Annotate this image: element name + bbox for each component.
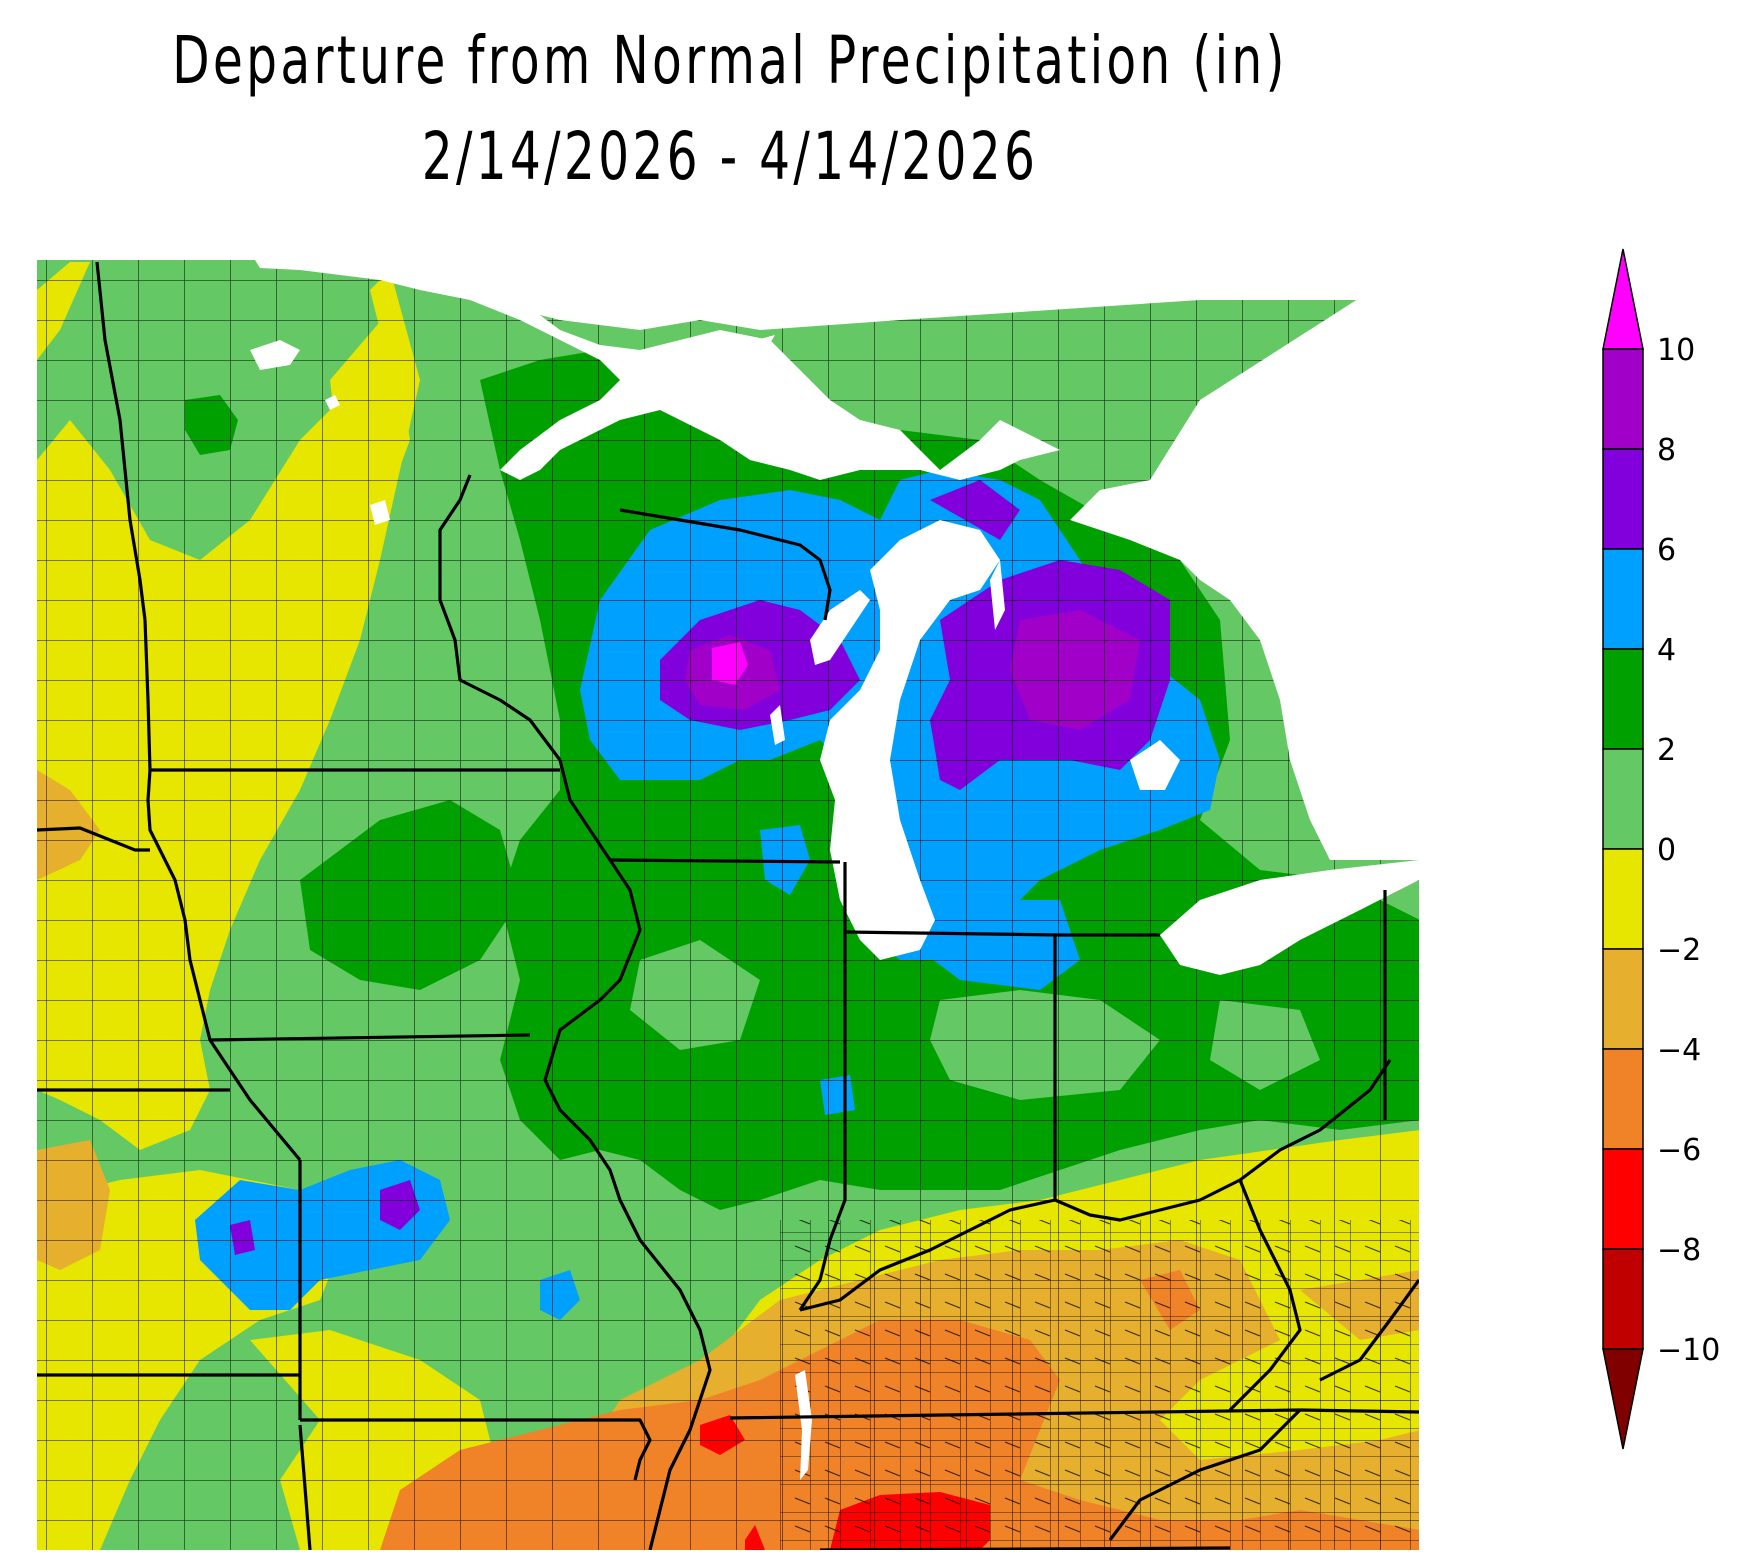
chart-date-range: 2/14/2026 - 4/14/2026	[421, 118, 1039, 195]
legend-tick-label: −6	[1657, 1133, 1701, 1168]
legend-swatch	[1602, 848, 1644, 950]
legend-swatch	[1602, 748, 1644, 850]
legend-swatch	[1602, 1148, 1644, 1250]
color-legend: 10 8 6 4 2 0 −2 −4 −6 −8 −10	[1602, 248, 1720, 1450]
legend-over-arrow	[1602, 248, 1644, 350]
legend-tick-label: −10	[1657, 1333, 1720, 1368]
legend-swatch	[1602, 1048, 1644, 1150]
legend-tick-label: −8	[1657, 1233, 1701, 1268]
legend-under-arrow	[1602, 1348, 1644, 1450]
great-lakes	[250, 260, 1419, 1480]
legend-tick-label: 6	[1657, 533, 1676, 568]
legend-tick-label: 2	[1657, 733, 1676, 768]
legend-tick-label: 10	[1657, 333, 1695, 368]
legend-tick-label: 4	[1657, 633, 1676, 668]
legend-swatch	[1602, 448, 1644, 550]
legend-tick-label: 8	[1657, 433, 1676, 468]
legend-swatch	[1602, 948, 1644, 1050]
precipitation-departure-map	[37, 260, 1419, 1550]
legend-swatch	[1602, 1248, 1644, 1350]
chart-title: Departure from Normal Precipitation (in)	[172, 22, 1288, 99]
legend-swatch	[1602, 648, 1644, 750]
legend-tick-label: 0	[1657, 833, 1676, 868]
legend-swatch	[1602, 548, 1644, 650]
state-boundaries	[37, 261, 1419, 1550]
legend-tick-label: −4	[1657, 1033, 1701, 1068]
legend-swatch	[1602, 348, 1644, 450]
legend-tick-label: −2	[1657, 933, 1701, 968]
